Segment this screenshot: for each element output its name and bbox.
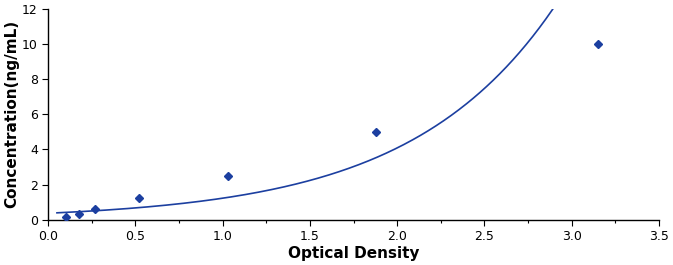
- X-axis label: Optical Density: Optical Density: [288, 246, 419, 261]
- Y-axis label: Concentration(ng/mL): Concentration(ng/mL): [4, 20, 19, 209]
